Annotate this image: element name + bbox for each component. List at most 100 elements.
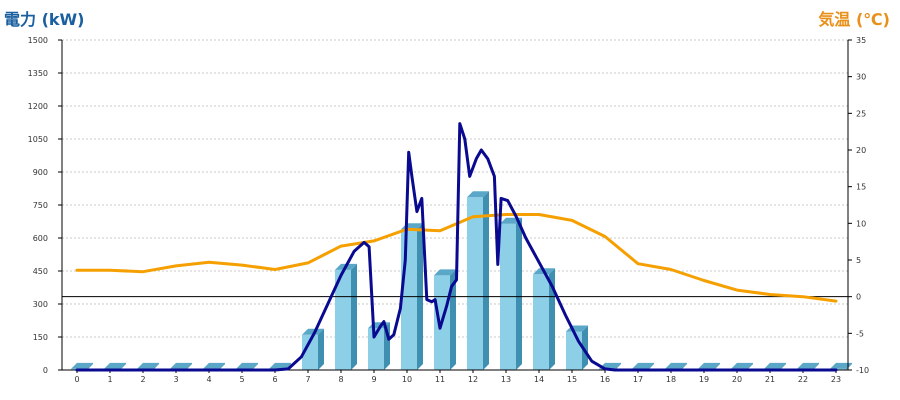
bar-top (71, 362, 93, 369)
bar-top (797, 362, 819, 369)
x-tick-label: 16 (600, 375, 610, 384)
bar-top (137, 362, 159, 369)
power-bar (500, 217, 522, 370)
bar-front (302, 334, 318, 370)
power-bars (71, 191, 852, 370)
bar-top (302, 328, 324, 335)
bar-top (731, 362, 753, 369)
left-tick-label: 1200 (28, 102, 48, 111)
bar-side (483, 191, 489, 370)
x-tick-label: 0 (74, 375, 79, 384)
bar-side (582, 325, 588, 370)
bar-side (87, 362, 93, 370)
left-tick-label: 300 (33, 300, 48, 309)
x-tick-label: 17 (633, 375, 643, 384)
x-tick-label: 9 (371, 375, 376, 384)
right-tick-label: 5 (856, 256, 861, 265)
right-tick-label: 20 (856, 146, 866, 155)
bar-top (698, 362, 720, 369)
right-tick-label: 30 (856, 73, 866, 82)
x-tick-label: 2 (140, 375, 145, 384)
left-tick-label: 900 (33, 168, 48, 177)
bar-top (170, 362, 192, 369)
left-tick-label: 1500 (28, 36, 48, 45)
x-tick-label: 1 (107, 375, 112, 384)
bar-front (335, 269, 351, 370)
bar-front (533, 274, 549, 370)
bar-side (516, 217, 522, 370)
series-lines (75, 122, 838, 372)
bar-front (566, 331, 582, 370)
power-bar (533, 268, 555, 370)
left-tick-label: 600 (33, 234, 48, 243)
bar-top (104, 362, 126, 369)
left-axis-title: 電力 (kW) (4, 10, 85, 29)
bar-top (665, 362, 687, 369)
power-line (75, 122, 838, 372)
bar-side (714, 362, 720, 370)
right-tick-label: -5 (856, 329, 864, 338)
bar-side (747, 362, 753, 370)
bar-front (830, 368, 846, 370)
x-tick-label: 20 (732, 375, 742, 384)
bar-top (632, 362, 654, 369)
bar-side (351, 263, 357, 370)
right-tick-label: 10 (856, 219, 866, 228)
bar-top (434, 269, 456, 276)
x-tick-label: 23 (831, 375, 841, 384)
x-tick-label: 8 (338, 375, 343, 384)
right-axis-title: 気温 (℃) (818, 10, 890, 29)
x-tick-label: 7 (305, 375, 310, 384)
x-tick-label: 18 (666, 375, 676, 384)
bar-top (830, 362, 852, 369)
x-tick-label: 21 (765, 375, 775, 384)
bar-side (648, 362, 654, 370)
power-bar (467, 191, 489, 370)
bar-side (681, 362, 687, 370)
left-tick-label: 750 (33, 201, 48, 210)
x-tick-label: 4 (206, 375, 211, 384)
bar-side (780, 362, 786, 370)
x-tick-label: 13 (501, 375, 511, 384)
bar-top (236, 362, 258, 369)
bar-top (467, 191, 489, 198)
bar-front (401, 229, 417, 370)
bar-top (764, 362, 786, 369)
bar-side (318, 328, 324, 370)
power-bar (566, 325, 588, 370)
x-tick-label: 12 (468, 375, 478, 384)
bar-side (219, 362, 225, 370)
power-bar (302, 328, 324, 370)
left-tick-label: 150 (33, 333, 48, 342)
right-tick-label: 35 (856, 36, 866, 45)
power-bar (335, 263, 357, 370)
x-tick-label: 6 (272, 375, 277, 384)
x-tick-label: 11 (435, 375, 445, 384)
right-tick-label: 0 (856, 293, 861, 302)
x-tick-label: 22 (798, 375, 808, 384)
bar-side (615, 362, 621, 370)
bar-side (186, 362, 192, 370)
x-tick-label: 10 (402, 375, 412, 384)
x-tick-label: 3 (173, 375, 178, 384)
left-tick-label: 1050 (28, 135, 48, 144)
x-tick-label: 5 (239, 375, 244, 384)
left-tick-label: 1350 (28, 69, 48, 78)
bar-side (813, 362, 819, 370)
left-tick-label: 0 (43, 366, 48, 375)
x-tick-label: 14 (534, 375, 544, 384)
right-tick-label: -10 (856, 366, 869, 375)
x-tick-label: 15 (567, 375, 577, 384)
bar-front (467, 197, 483, 370)
bar-side (120, 362, 126, 370)
tick-labels: 01503004506007509001050120013501500-10-5… (28, 36, 869, 384)
bar-top (203, 362, 225, 369)
bar-side (153, 362, 159, 370)
bar-side (252, 362, 258, 370)
left-tick-label: 450 (33, 267, 48, 276)
bar-side (549, 268, 555, 370)
bar-front (368, 328, 384, 370)
bar-side (450, 269, 456, 370)
right-tick-label: 15 (856, 183, 866, 192)
